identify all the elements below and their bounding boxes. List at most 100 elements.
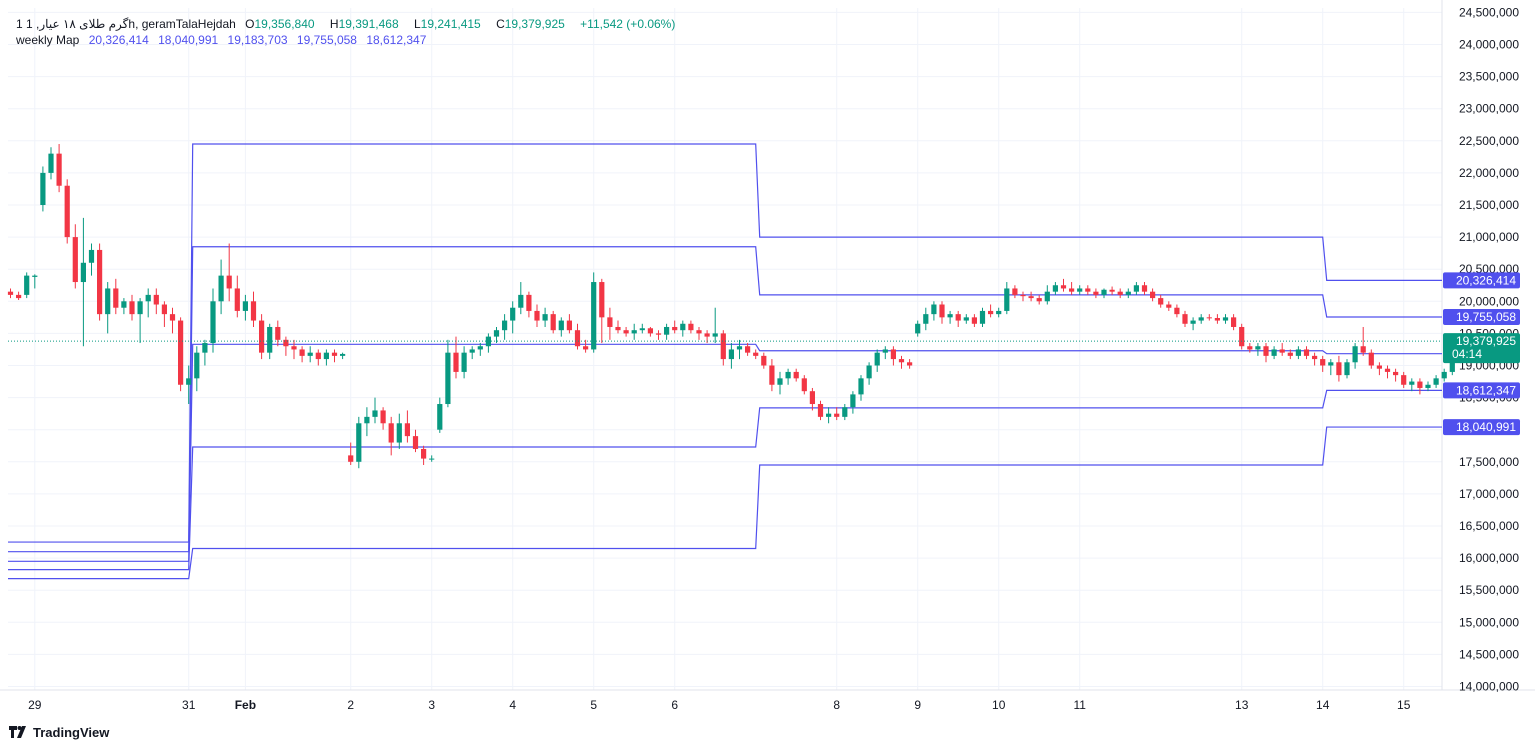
candle-body (777, 378, 783, 385)
candle-body (858, 378, 864, 395)
time-tick-label: 6 (671, 698, 678, 712)
candle-body (1231, 317, 1237, 327)
candle-body (372, 410, 378, 417)
candle-body (898, 359, 905, 363)
indicator-value-1: 20,326,414 (88, 33, 149, 47)
time-tick-label: 8 (833, 698, 840, 712)
candle-body (7, 291, 14, 295)
symbol-interval: 1h (26, 17, 136, 31)
indicator-legend: weekly Map 20,326,414 18,040,991 19,183,… (16, 32, 432, 48)
candle-body (1028, 296, 1034, 299)
candle-body (1352, 346, 1358, 363)
candle-body (1295, 349, 1301, 356)
candle-body (242, 301, 248, 311)
time-tick-label: 29 (28, 698, 42, 712)
candle-body (607, 317, 613, 327)
weekly-map-line (8, 343, 1442, 562)
candle-body (655, 333, 662, 335)
symbol-exchange: geramTalaHejdah (141, 17, 236, 31)
candle-body (1109, 289, 1115, 292)
candle-body (1368, 352, 1374, 366)
tradingview-logo[interactable]: TradingView (9, 724, 109, 740)
candle-body (412, 436, 419, 449)
candle-body (566, 320, 572, 331)
candle-body (202, 343, 208, 353)
candle-body (1271, 349, 1277, 356)
time-axis[interactable]: 29 31 Feb 2 3 4 5 6 8 9 10 11 13 14 15 (28, 698, 1411, 712)
candle-body (234, 288, 240, 311)
weekly-map-line (8, 389, 1442, 571)
candle-body (688, 323, 694, 331)
candle-body (728, 349, 734, 360)
candle-body (1409, 381, 1415, 385)
candle-body (874, 352, 880, 366)
candle-body (437, 404, 443, 430)
indicator-value-5: 18,612,347 (366, 33, 427, 47)
candle-body (1036, 298, 1042, 302)
candle-body (16, 294, 22, 299)
price-tick-label: 24,000,000 (1459, 38, 1519, 52)
candle-body (518, 294, 524, 308)
price-tick-label: 21,000,000 (1459, 230, 1519, 244)
candle-body (307, 352, 313, 356)
candle-body (161, 304, 167, 315)
candle-body (145, 294, 151, 302)
candle-body (1198, 317, 1204, 321)
candle-body (809, 391, 815, 405)
candle-body (615, 326, 621, 331)
candle-body (1206, 317, 1212, 319)
candle-body (267, 326, 273, 353)
candle-body (1174, 307, 1180, 315)
candle-body (1117, 291, 1123, 295)
time-tick-label: Feb (235, 698, 256, 712)
candle-body (129, 301, 135, 315)
candle-body (866, 365, 872, 379)
candle-body (1433, 378, 1439, 385)
candle-body (834, 413, 840, 417)
candle-body (664, 326, 670, 335)
price-tick-label: 22,500,000 (1459, 134, 1519, 148)
candle-body (1125, 291, 1131, 295)
candle-body (769, 365, 775, 385)
candle-body (850, 394, 856, 408)
time-tick-label: 2 (347, 698, 354, 712)
map-price-tag (1443, 272, 1520, 289)
candle-body (550, 314, 556, 331)
price-tick-label: 15,000,000 (1459, 615, 1519, 629)
candle-body (469, 349, 475, 353)
candle-body (623, 330, 629, 334)
symbol-title[interactable]: 1 گرم طلای ۱۸ عیار, 1h, geramTalaHejdah (16, 17, 236, 31)
candle-body (1393, 371, 1399, 376)
map-price-tag-label: 19,755,058 (1456, 310, 1516, 324)
bar-countdown: 04:14 (1452, 347, 1482, 361)
time-tick-label: 4 (509, 698, 516, 712)
candle-body (1247, 346, 1253, 350)
candle-body (64, 185, 70, 238)
candle-body (169, 314, 176, 321)
candle-body (1239, 326, 1245, 347)
candle-body (947, 314, 953, 318)
indicator-name[interactable]: weekly Map (16, 33, 80, 47)
candle-body (291, 346, 297, 350)
candle-body (137, 301, 143, 315)
candle-body (801, 378, 807, 392)
candle-body (1303, 349, 1310, 356)
candle-body (939, 304, 945, 318)
candle-body (461, 352, 467, 372)
price-tick-label: 16,000,000 (1459, 551, 1519, 565)
time-tick-label: 31 (182, 698, 196, 712)
candle-body (1336, 362, 1342, 376)
time-tick-label: 13 (1235, 698, 1249, 712)
candle-body (639, 328, 645, 331)
price-tick-label: 20,000,000 (1459, 294, 1519, 308)
candle-body (826, 413, 832, 417)
open-value: 19,356,840 (254, 17, 315, 31)
candle-body (283, 339, 289, 347)
candle-body (558, 320, 564, 331)
candle-body (1417, 381, 1423, 388)
candle-body (80, 262, 86, 283)
candle-body (348, 455, 354, 462)
candle-body (259, 320, 265, 353)
candle-body (364, 416, 370, 424)
